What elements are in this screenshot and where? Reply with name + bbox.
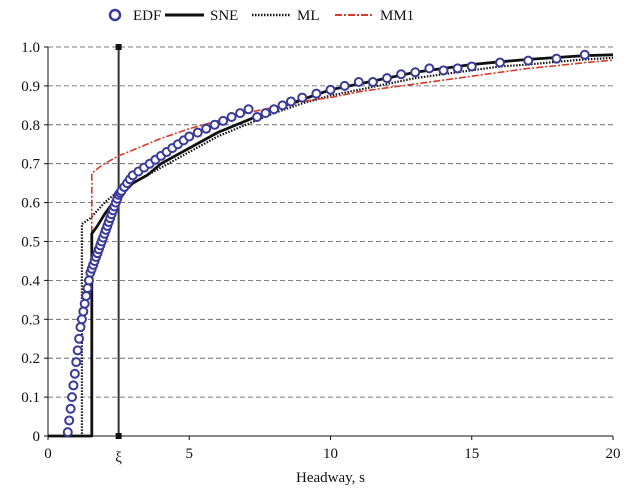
point-edf-8 <box>74 333 85 344</box>
point-edf-72 <box>396 69 407 80</box>
series-ml-line <box>48 56 614 438</box>
point-edf-73 <box>410 67 421 78</box>
y-tick-label-6: 0.6 <box>21 196 40 212</box>
legend-swatch-edf <box>108 8 122 22</box>
point-edf-54 <box>201 123 212 134</box>
xi-top-marker <box>115 44 122 50</box>
point-edf-9 <box>75 322 86 333</box>
x-tick-label-0: 0 <box>44 446 52 462</box>
point-edf-62 <box>269 104 279 115</box>
point-edf-52 <box>184 131 195 142</box>
point-edf-15 <box>83 275 94 286</box>
legend-label-sne: SNE <box>210 8 238 24</box>
legend: EDF SNE ML MM1 <box>108 8 414 24</box>
point-edf-78 <box>495 57 505 68</box>
point-edf-69 <box>353 77 364 88</box>
point-edf-55 <box>209 119 220 130</box>
point-edf-11 <box>78 306 89 317</box>
x-tick-label-1: 5 <box>186 446 194 462</box>
y-tick-label-7: 0.7 <box>21 157 40 173</box>
y-tick-label-3: 0.3 <box>21 312 40 328</box>
point-edf-64 <box>285 96 296 107</box>
axes <box>44 46 614 440</box>
x-tick-label-2: 10 <box>323 446 338 462</box>
series-mm1-line <box>48 59 614 437</box>
point-edf-66 <box>311 88 322 99</box>
x-tick-label-4: 20 <box>606 446 621 462</box>
point-edf-4 <box>68 380 79 391</box>
series-edf <box>62 49 590 438</box>
x-tick-label-3: 15 <box>464 446 479 462</box>
y-tick-label-10: 1.0 <box>21 40 40 56</box>
point-edf-75 <box>438 65 449 76</box>
point-edf-58 <box>235 108 246 119</box>
y-tick-label-8: 0.8 <box>21 118 40 134</box>
point-edf-68 <box>339 80 350 91</box>
point-edf-7 <box>72 345 83 356</box>
point-edf-6 <box>71 357 82 368</box>
y-tick-label-0: 0 <box>33 429 41 445</box>
point-edf-5 <box>69 368 80 379</box>
point-edf-56 <box>218 115 229 126</box>
y-tick-label-1: 0.1 <box>21 390 40 406</box>
point-edf-80 <box>551 53 562 64</box>
legend-label-mm1: MM1 <box>380 8 414 24</box>
point-edf-77 <box>466 61 477 72</box>
legend-label-ml: ML <box>297 8 320 24</box>
point-edf-1 <box>64 415 75 426</box>
xi-bottom-marker <box>115 433 122 439</box>
point-edf-74 <box>424 63 435 74</box>
series-sne-line <box>48 53 614 438</box>
xi-label: ξ <box>115 450 122 466</box>
y-tick-label-4: 0.4 <box>21 273 40 289</box>
point-edf-59 <box>243 104 254 115</box>
y-tick-label-9: 0.9 <box>21 79 40 95</box>
point-edf-63 <box>277 100 288 111</box>
y-tick-label-5: 0.5 <box>21 235 40 251</box>
point-edf-79 <box>523 55 534 66</box>
x-axis-label: Headway, s <box>296 470 365 486</box>
point-edf-12 <box>79 298 90 309</box>
point-edf-76 <box>452 63 463 74</box>
point-edf-14 <box>82 283 93 294</box>
tick-labels: 0 0.1 0.2 0.3 0.4 0.5 0.6 0.7 0.8 0.9 1.0 0 5 10 15 20 <box>21 40 620 462</box>
point-edf-65 <box>297 92 308 103</box>
point-edf-2 <box>65 403 76 414</box>
point-edf-67 <box>325 84 336 95</box>
point-edf-81 <box>579 49 590 60</box>
series-layer <box>48 49 614 438</box>
point-edf-71 <box>382 73 392 84</box>
point-edf-61 <box>260 108 271 119</box>
point-edf-0 <box>62 427 73 438</box>
legend-label-edf: EDF <box>133 8 161 24</box>
y-tick-label-2: 0.2 <box>21 351 40 367</box>
point-edf-13 <box>81 290 92 301</box>
point-edf-53 <box>192 127 203 138</box>
point-edf-60 <box>252 112 263 123</box>
point-edf-10 <box>76 314 87 325</box>
xi-marker: ξ <box>115 44 122 466</box>
point-edf-70 <box>367 77 378 88</box>
point-edf-3 <box>67 392 78 403</box>
gridlines <box>48 46 613 398</box>
point-edf-57 <box>226 112 237 123</box>
